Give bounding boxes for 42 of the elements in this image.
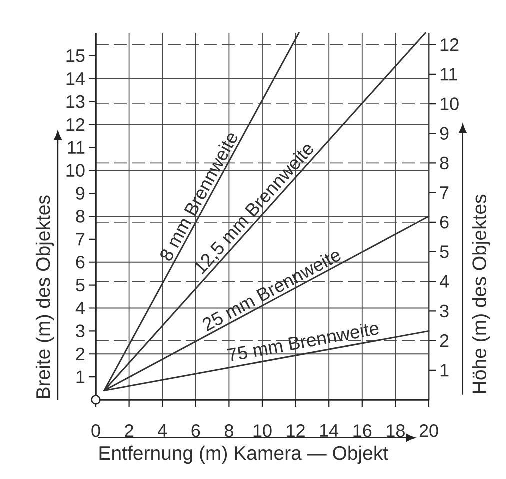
y2-tick-label: 1 <box>440 364 449 377</box>
x-tick-label: 16 <box>354 424 372 438</box>
y-tick-label: 8 <box>76 210 85 223</box>
y2-axis-title: Höhe (m) des Objektes <box>472 194 490 394</box>
y-tick-label: 4 <box>76 302 85 314</box>
x-tick-label: 6 <box>192 424 200 438</box>
x-tick-label: 2 <box>125 424 134 438</box>
y2-tick-label: 10 <box>440 98 459 110</box>
y-tick-label: 5 <box>76 279 85 292</box>
y-axis-title: Breite (m) des Objektes <box>36 196 54 398</box>
y-tick-label: 2 <box>76 348 85 360</box>
y-tick-label: 9 <box>76 187 85 200</box>
y2-tick-label: 2 <box>440 334 449 348</box>
y-tick-label: 11 <box>68 141 85 154</box>
x-tick-label: 12 <box>287 424 305 438</box>
y2-tick-label: 3 <box>440 304 449 318</box>
y2-tick-label: 7 <box>440 186 449 200</box>
y-tick-label: 3 <box>76 324 85 338</box>
y2-tick-label: 8 <box>440 156 449 170</box>
y-tick-label: 1 <box>76 370 85 384</box>
x-tick-label: 0 <box>92 424 100 438</box>
y-tick-label: 7 <box>76 233 85 246</box>
y2-tick-label: 5 <box>440 246 449 258</box>
y2-tick-label: 9 <box>440 127 449 140</box>
x-tick-label: 18 <box>387 424 405 438</box>
x-tick-label: 20 <box>420 424 438 438</box>
y-tick-label: 13 <box>66 95 85 108</box>
x-axis-title: Entfernung (m) Kamera — Objekt <box>100 446 388 464</box>
y-tick-label: 15 <box>66 50 85 62</box>
y2-tick-label: 6 <box>440 216 449 229</box>
x-tick-label: 14 <box>320 424 339 437</box>
y2-tick-label: 4 <box>440 275 450 288</box>
y2-tick-label: 11 <box>440 68 458 81</box>
y-tick-label: 6 <box>76 256 85 269</box>
x-tick-label: 4 <box>158 424 168 437</box>
y-tick-label: 14 <box>66 72 85 86</box>
x-tick-label: 8 <box>224 424 234 438</box>
y-tick-label: 12 <box>66 118 85 132</box>
x-tick-label: 10 <box>254 424 272 438</box>
y2-tick-label: 12 <box>440 38 459 52</box>
y-tick-label: 10 <box>66 164 85 177</box>
text: 75 mm Brennweite <box>227 324 379 362</box>
